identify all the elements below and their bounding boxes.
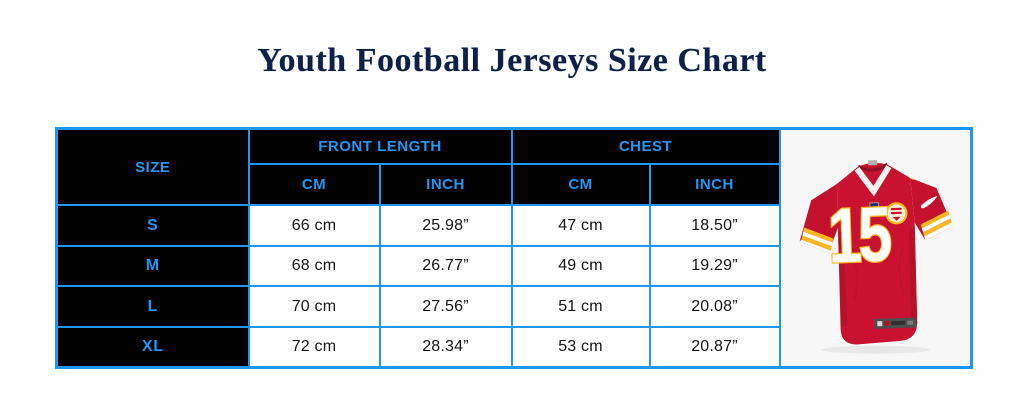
page-title: Youth Football Jerseys Size Chart [257, 42, 767, 79]
header-row-groups: SIZE FRONT LENGTH CHEST [55, 127, 973, 369]
nike-swoosh-icon [920, 195, 938, 209]
chest-inch-cell: 20.08” [648, 285, 781, 328]
front-inch-cell: 28.34” [378, 325, 513, 369]
header-front-inch: INCH [378, 162, 513, 207]
header-chest: CHEST [510, 127, 781, 165]
size-cell: XL [55, 325, 250, 369]
inner-neck [857, 162, 888, 172]
header-size: SIZE [55, 127, 250, 207]
chiefs-patch-icon [884, 202, 907, 225]
size-cell: M [55, 244, 250, 288]
size-cell: L [55, 285, 250, 328]
table-row-xl: XL 72 cm 28.34” 53 cm 20.87” [55, 325, 972, 369]
jersey-photo: 15 15 [780, 130, 970, 366]
chest-cm-cell: 49 cm [510, 244, 651, 288]
neck-tape [867, 160, 877, 166]
sleeve-stripes [799, 210, 953, 253]
chest-cm-cell: 53 cm [510, 325, 651, 369]
front-cm-cell: 66 cm [247, 204, 381, 247]
chest-inch-cell: 19.29” [648, 244, 781, 288]
header-chest-inch: INCH [648, 162, 781, 207]
table-row-l: L 70 cm 27.56” 51 cm 20.08” [55, 285, 972, 328]
front-cm-cell: 72 cm [247, 325, 381, 369]
chest-cm-cell: 47 cm [510, 204, 651, 247]
chest-cm-cell: 51 cm [510, 285, 651, 328]
size-cell: S [55, 204, 250, 247]
chest-inch-cell: 20.87” [648, 325, 781, 369]
table-row-m: M 68 cm 26.77” 49 cm 19.29” [55, 244, 972, 288]
side-mesh-panels [837, 228, 917, 327]
jersey-image: 15 15 [780, 130, 970, 366]
table-row-s: S 66 cm 25.98” 47 cm 18.50” [55, 204, 972, 247]
jersey-shadow [821, 345, 930, 354]
collar [854, 165, 891, 197]
front-inch-cell: 26.77” [378, 244, 513, 288]
nfl-shield-icon [868, 202, 879, 217]
front-cm-cell: 68 cm [247, 244, 381, 288]
front-cm-cell: 70 cm [247, 285, 381, 328]
size-chart-table: SIZE FRONT LENGTH CHEST [55, 127, 973, 369]
chest-inch-cell: 18.50” [648, 204, 781, 247]
front-inch-cell: 25.98” [378, 204, 513, 247]
jersey-chest-number: 15 [826, 190, 892, 279]
header-front-length: FRONT LENGTH [247, 127, 513, 165]
header-row-units: CM INCH CM INCH [57, 162, 972, 207]
fabric-wrinkles [849, 248, 905, 301]
front-inch-cell: 27.56” [378, 285, 513, 328]
jersey-cell: 15 15 [778, 127, 973, 369]
header-chest-cm: CM [510, 162, 651, 207]
jock-tag [873, 317, 916, 329]
header-front-cm: CM [247, 162, 381, 207]
